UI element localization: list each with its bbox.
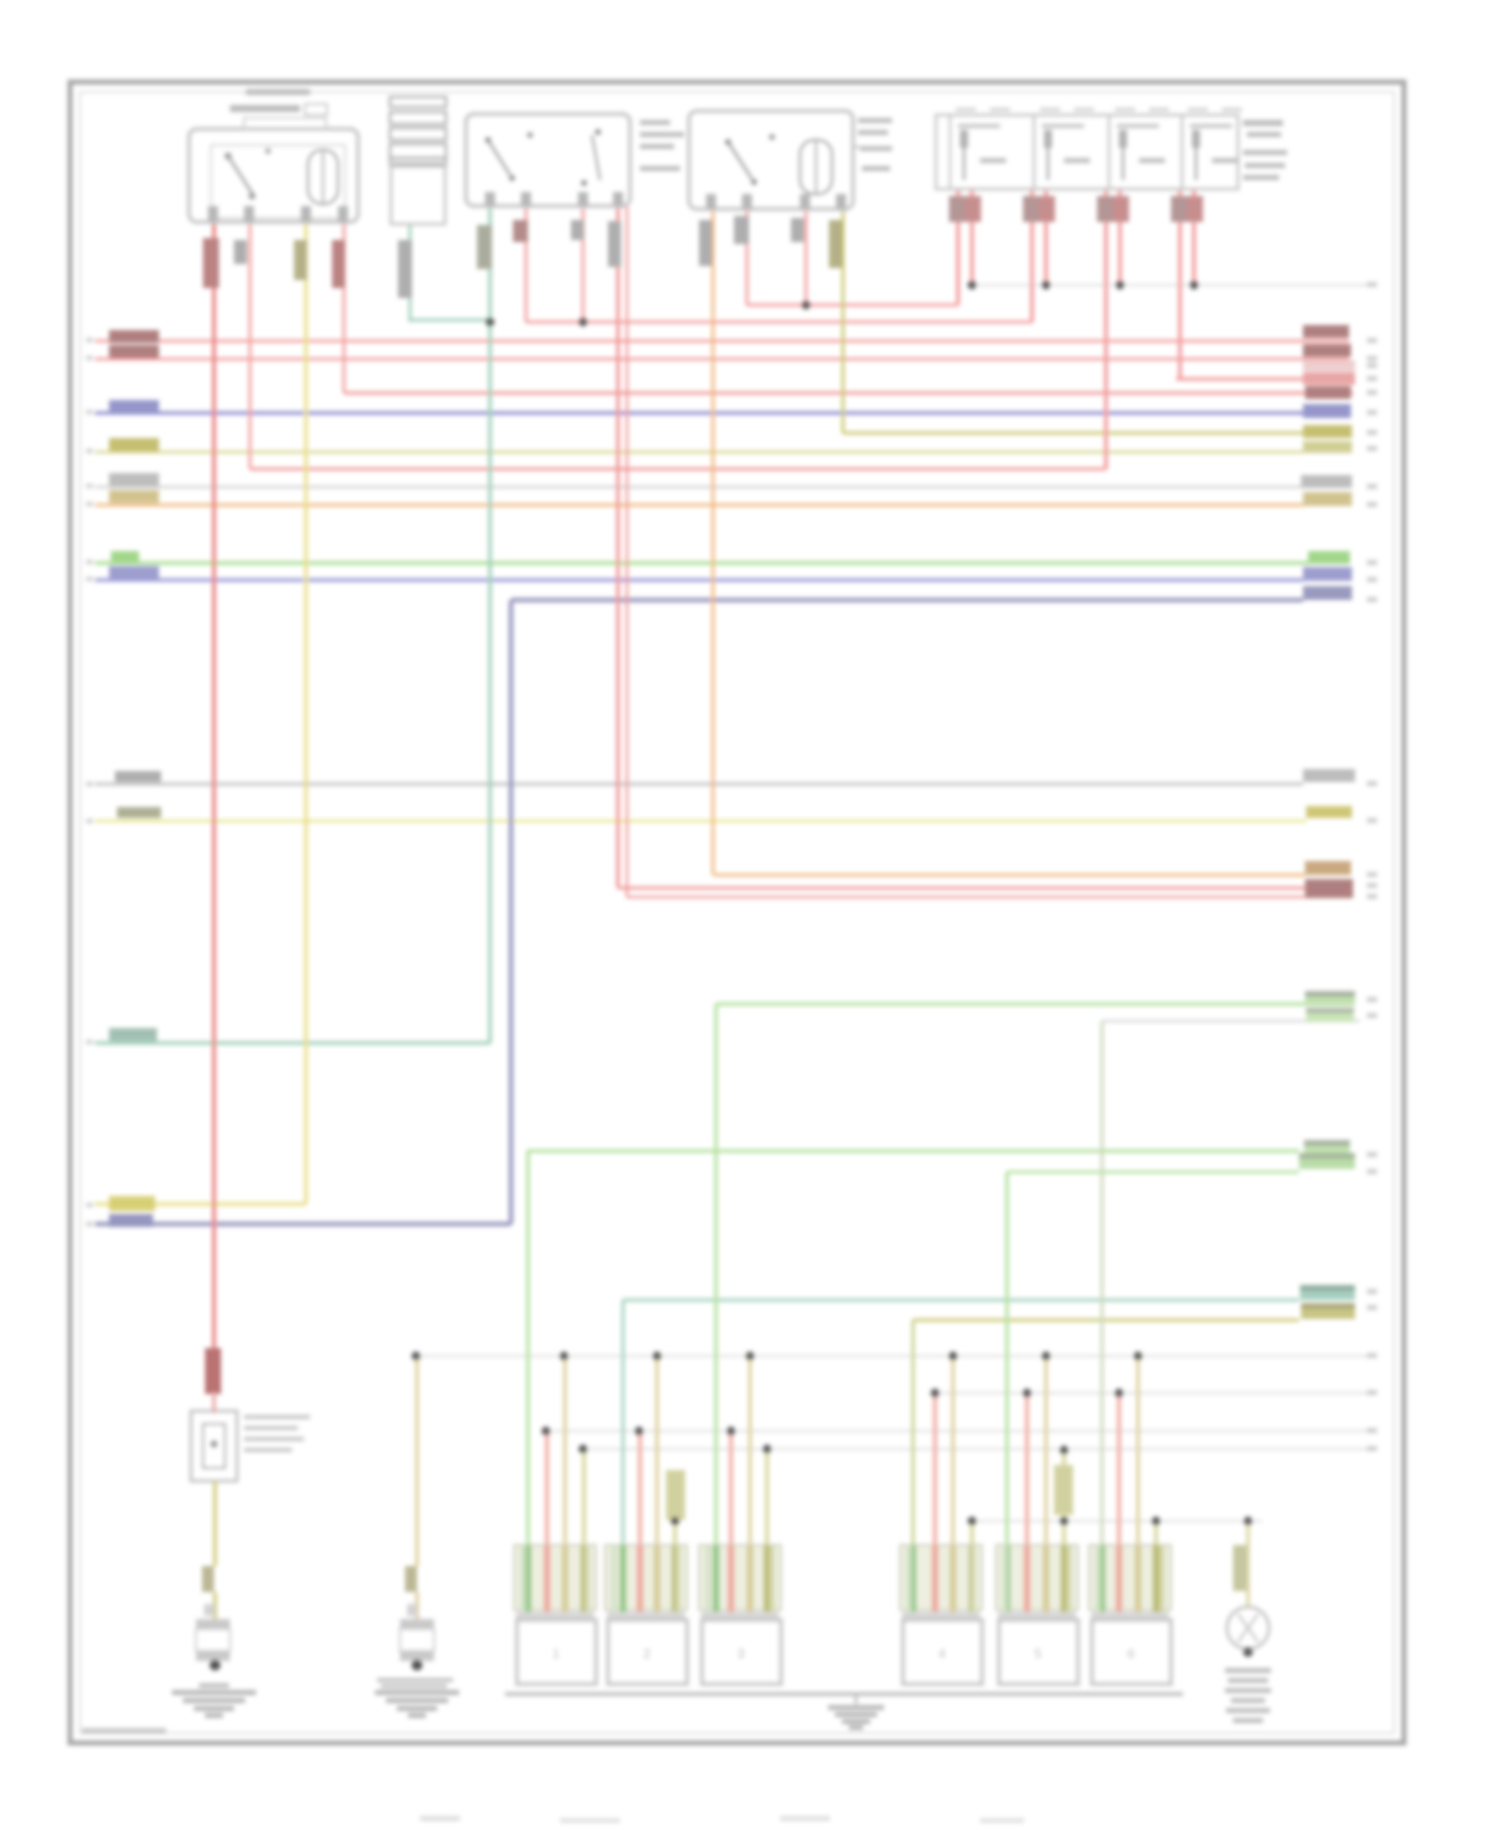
svg-text:4: 4 <box>938 1646 945 1661</box>
svg-text:3: 3 <box>737 1646 744 1661</box>
svg-text:6: 6 <box>1127 1646 1134 1661</box>
svg-text:5: 5 <box>1034 1646 1041 1661</box>
svg-text:1: 1 <box>552 1646 559 1661</box>
svg-text:2: 2 <box>643 1646 650 1661</box>
